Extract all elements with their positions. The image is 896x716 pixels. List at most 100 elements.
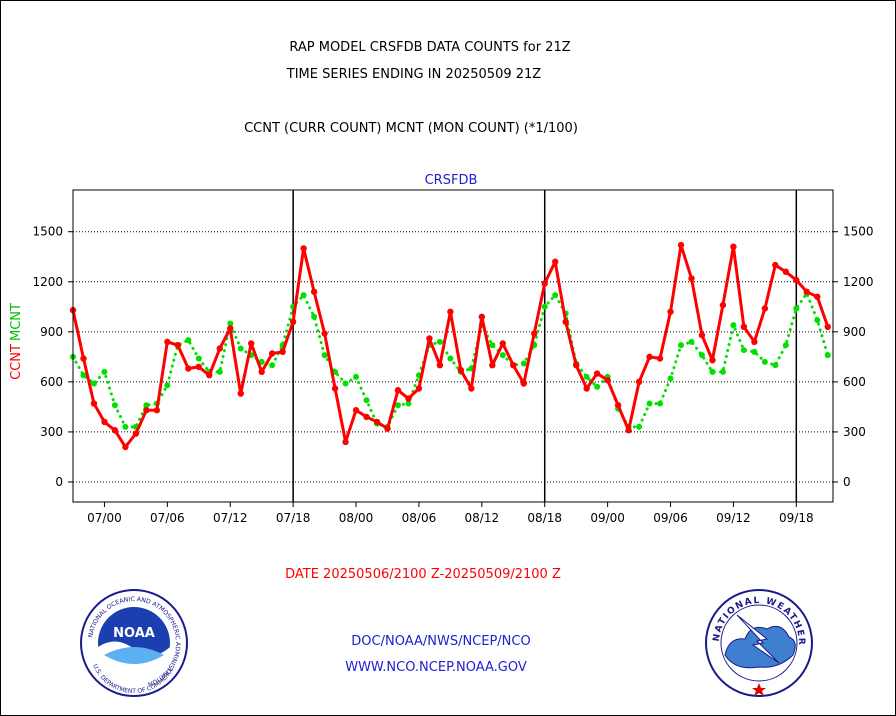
y-tick-label-right: 600 [843, 375, 866, 389]
data-point-ccnt [237, 390, 244, 397]
y-tick-label-left: 300 [40, 425, 63, 439]
data-point-ccnt [698, 331, 706, 339]
y-tick-label-right: 1200 [843, 275, 874, 289]
data-point-ccnt [342, 438, 349, 446]
data-point-mcnt [185, 337, 192, 344]
data-point-ccnt [143, 407, 150, 414]
data-point-mcnt [499, 352, 506, 359]
x-tick-label: 08/18 [527, 511, 562, 525]
data-point-ccnt [436, 361, 444, 369]
data-point-mcnt [321, 352, 328, 359]
data-point-ccnt [478, 313, 486, 321]
data-point-mcnt [436, 338, 443, 345]
data-point-ccnt [153, 407, 161, 414]
x-tick-label: 09/06 [653, 511, 688, 525]
data-point-mcnt [143, 402, 150, 409]
data-point-ccnt [772, 261, 779, 269]
data-point-mcnt [793, 305, 800, 312]
data-point-mcnt [583, 373, 590, 380]
nws-logo[interactable]: NATIONAL WEATHER SERVICE [705, 589, 813, 697]
data-point-ccnt [331, 385, 339, 392]
data-point-ccnt [195, 363, 202, 371]
data-point-ccnt [268, 350, 276, 357]
data-point-ccnt [625, 427, 632, 434]
x-tick-label: 08/06 [402, 511, 437, 525]
footer-website-link[interactable]: WWW.NCO.NCEP.NOAA.GOV [345, 660, 527, 675]
y-axis-label-mcnt: MCNT [9, 303, 24, 341]
data-point-mcnt [216, 368, 223, 375]
data-point-mcnt [520, 360, 527, 367]
data-point-mcnt [447, 355, 454, 362]
data-point-mcnt [782, 342, 789, 349]
data-point-ccnt [740, 323, 748, 331]
data-point-mcnt [195, 355, 202, 362]
x-tick-label: 09/12 [716, 511, 751, 525]
y-tick-label-left: 900 [40, 325, 63, 339]
data-point-ccnt [206, 371, 213, 379]
chart-title-line-2: TIME SERIES ENDING IN 20250509 21Z [286, 67, 542, 82]
data-point-mcnt [342, 380, 349, 387]
data-point-mcnt [667, 375, 674, 382]
x-tick-label: 09/18 [779, 511, 814, 525]
data-point-mcnt [730, 322, 737, 329]
y-tick-label-right: 900 [843, 325, 866, 339]
data-point-ccnt [531, 330, 538, 337]
data-point-ccnt [310, 288, 318, 295]
data-point-ccnt [583, 385, 590, 392]
data-point-mcnt [698, 352, 705, 359]
data-point-mcnt [751, 348, 758, 355]
data-point-ccnt [363, 413, 370, 421]
data-point-mcnt [405, 400, 412, 407]
data-point-ccnt [593, 370, 601, 377]
x-tick-label: 07/18 [276, 511, 311, 525]
data-point-ccnt [132, 430, 140, 437]
x-axis-date-label: DATE 20250506/2100 Z-20250509/2100 Z [285, 567, 561, 582]
data-point-ccnt [384, 425, 391, 432]
series-line-ccnt [71, 243, 830, 449]
footer-agency-link[interactable]: DOC/NOAA/NWS/NCEP/NCO [351, 634, 530, 649]
data-point-ccnt [457, 366, 465, 374]
data-point-ccnt [677, 241, 685, 249]
data-point-ccnt [415, 385, 423, 392]
data-point-mcnt [227, 320, 234, 327]
data-point-ccnt [279, 348, 286, 356]
data-point-ccnt [803, 288, 810, 295]
data-point-mcnt [164, 382, 171, 389]
y-tick-label-left: 1200 [32, 275, 63, 289]
y-tick-label-right: 0 [843, 475, 851, 489]
data-point-ccnt [164, 338, 171, 346]
data-point-mcnt [719, 368, 726, 375]
data-point-mcnt [258, 358, 265, 365]
data-point-ccnt [614, 402, 622, 409]
data-point-mcnt [761, 358, 768, 365]
data-point-ccnt [258, 368, 265, 376]
data-point-ccnt [227, 325, 234, 332]
data-point-ccnt [824, 323, 831, 331]
data-point-ccnt [352, 407, 360, 414]
data-point-mcnt [394, 402, 401, 409]
data-point-ccnt [321, 330, 328, 337]
y-ticks-left: 0 300 600 900 1200 1500 [32, 225, 73, 489]
y-tick-label-left: 1500 [32, 225, 63, 239]
data-point-ccnt [510, 361, 517, 369]
data-point-mcnt [300, 292, 307, 299]
x-tick-label: 07/06 [150, 511, 185, 525]
data-point-ccnt [793, 276, 800, 284]
day-dividers [292, 190, 798, 502]
data-point-ccnt [646, 353, 653, 361]
data-point-mcnt [269, 362, 276, 369]
data-point-ccnt [185, 365, 192, 372]
y-axis-label-ccnt: CCNT [9, 344, 24, 380]
noaa-logo[interactable]: NOAA NATIONAL OCEANIC AND ATMOSPHERIC AD… [80, 589, 188, 697]
plot-border [72, 189, 834, 503]
data-point-mcnt [311, 313, 318, 320]
data-point-mcnt [814, 317, 821, 324]
data-point-mcnt [80, 372, 87, 379]
chart-title-line-1: RAP MODEL CRSFDB DATA COUNTS for 21Z [289, 40, 570, 55]
data-point-mcnt [636, 423, 643, 430]
data-point-ccnt [216, 345, 223, 352]
data-point-ccnt [572, 361, 580, 369]
series-ccnt [69, 241, 831, 451]
data-point-mcnt [824, 352, 831, 359]
data-point-ccnt [552, 258, 559, 265]
